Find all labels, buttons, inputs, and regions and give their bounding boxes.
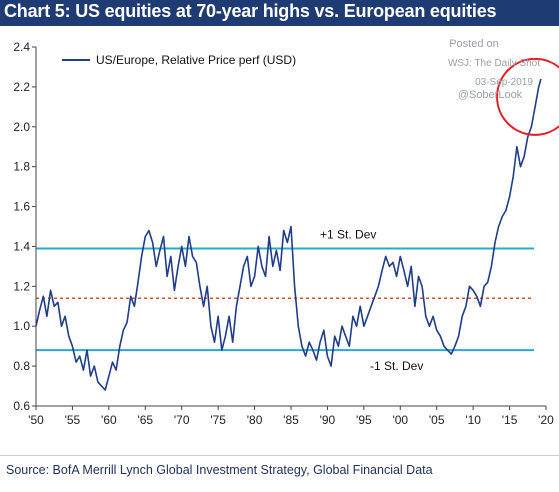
watermark-posted-on: Posted on xyxy=(449,38,499,50)
y-tick-label: 1.4 xyxy=(13,239,30,253)
x-tick-label: '00 xyxy=(392,413,408,427)
x-tick-label: '15 xyxy=(502,413,518,427)
y-tick-label: 1.0 xyxy=(13,319,30,333)
x-tick-label: '75 xyxy=(210,413,226,427)
x-tick-label: '20 xyxy=(538,413,554,427)
minus-one-std-label: -1 St. Dev xyxy=(370,359,423,373)
y-tick-label: 0.6 xyxy=(13,399,30,413)
x-tick-label: '70 xyxy=(174,413,190,427)
legend-label: US/Europe, Relative Price perf (USD) xyxy=(96,53,296,67)
y-tick-label: 1.2 xyxy=(13,279,30,293)
y-tick-label: 0.8 xyxy=(13,359,30,373)
x-tick-label: '80 xyxy=(247,413,263,427)
watermark-date: 03-Sep-2019 xyxy=(475,77,533,88)
y-tick-label: 2.4 xyxy=(13,40,30,54)
x-tick-label: '05 xyxy=(429,413,445,427)
x-tick-label: '50 xyxy=(28,413,44,427)
source-note: Source: BofA Merrill Lynch Global Invest… xyxy=(6,463,433,477)
axes: 0.6 0.8 1.0 1.2 1.4 1.6 1.8 2.0 2.2 2.4 '50 '55 '60 '… xyxy=(13,40,554,427)
watermark-source: WSJ: The Daily Shot xyxy=(448,58,540,69)
plus-one-std-label: +1 St. Dev xyxy=(320,227,376,241)
watermark: Posted on WSJ: The Daily Shot 03-Sep-201… xyxy=(448,38,540,101)
legend: US/Europe, Relative Price perf (USD) xyxy=(62,53,296,67)
x-tick-label: '95 xyxy=(356,413,372,427)
y-tick-label: 2.0 xyxy=(13,120,30,134)
highlight-circle xyxy=(496,57,559,136)
series-line-us-europe xyxy=(35,78,542,391)
y-tick-label: 1.8 xyxy=(13,160,30,174)
x-tick-label: '10 xyxy=(465,413,481,427)
chart-canvas: +1 St. Dev -1 St. Dev 0.6 0.8 1.0 1.2 1.4 1.6 1… xyxy=(13,38,559,427)
plot-area: +1 St. Dev -1 St. Dev xyxy=(35,57,559,391)
x-tick-label: '60 xyxy=(101,413,117,427)
watermark-handle: @SoberLook xyxy=(458,89,523,101)
footer-divider xyxy=(0,455,559,456)
x-tick-label: '85 xyxy=(283,413,299,427)
chart-title: Chart 5: US equities at 70-year highs vs… xyxy=(4,1,497,21)
x-tick-label: '90 xyxy=(320,413,336,427)
x-tick-label: '55 xyxy=(65,413,81,427)
chart-title-bar: Chart 5: US equities at 70-year highs vs… xyxy=(0,0,559,26)
y-tick-label: 1.6 xyxy=(13,200,30,214)
y-tick-label: 2.2 xyxy=(13,80,30,94)
x-tick-label: '65 xyxy=(137,413,153,427)
